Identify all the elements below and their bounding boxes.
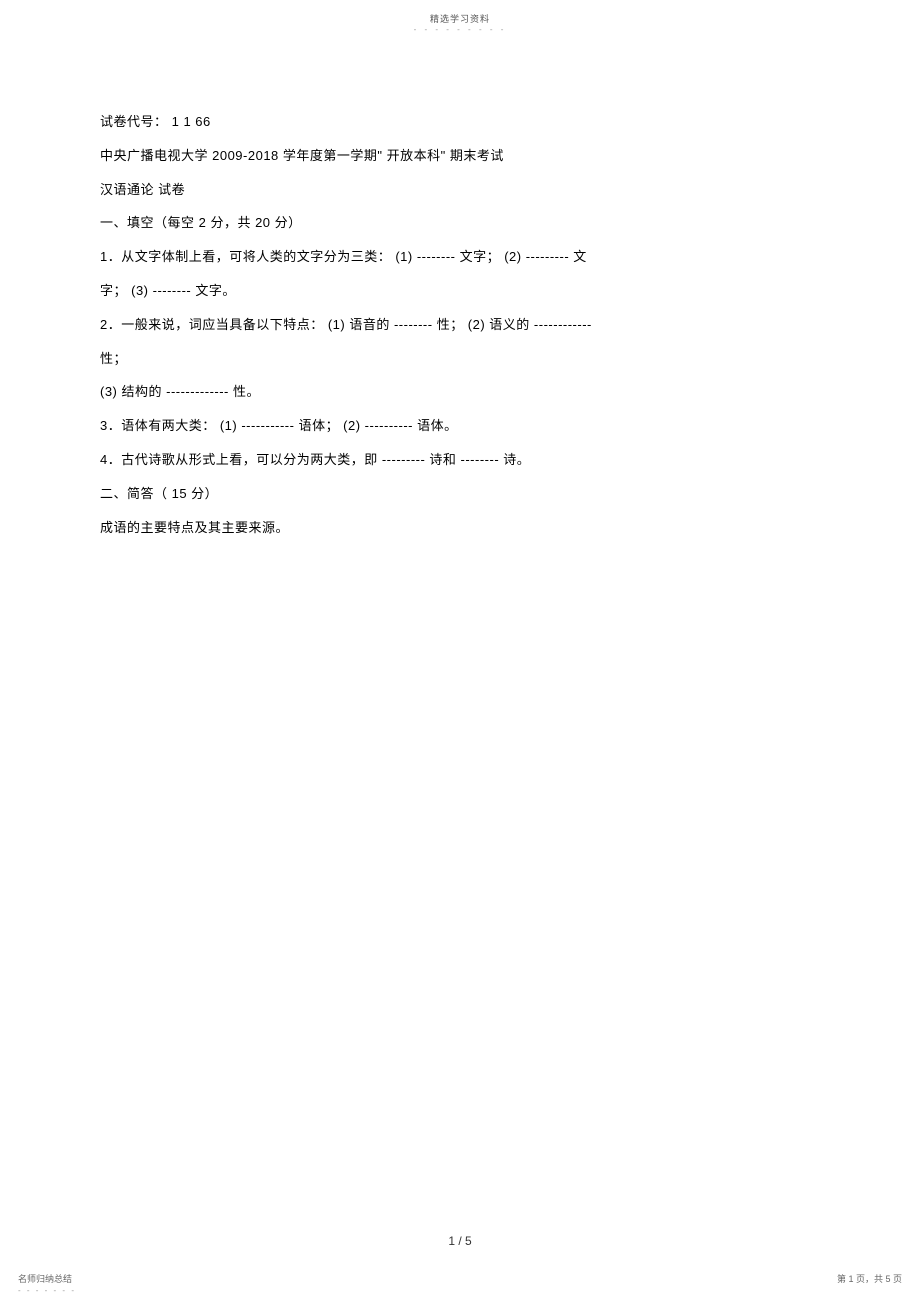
page-number: 1 / 5 [448,1234,471,1248]
line-8: (3) 结构的 ------------- 性。 [100,375,820,409]
line-11: 二、简答（ 15 分） [100,477,820,511]
line-9: 3．语体有两大类： (1) ----------- 语体； (2) ------… [100,409,820,443]
line-3: 一、填空（每空 2 分，共 20 分） [100,206,820,240]
line-6: 2．一般来说，词应当具备以下特点： (1) 语音的 -------- 性； (2… [100,308,820,342]
footer-right: 第 1 页，共 5 页 [837,1272,902,1285]
content-area: 试卷代号： 1 1 66 中央广播电视大学 2009-2018 学年度第一学期"… [100,105,820,544]
line-10: 4．古代诗歌从形式上看，可以分为两大类，即 --------- 诗和 -----… [100,443,820,477]
header-label: 精选学习资料 [430,12,490,25]
footer-left: 名师归纳总结 [18,1272,72,1285]
line-0: 试卷代号： 1 1 66 [100,105,820,139]
line-5: 字； (3) -------- 文字。 [100,274,820,308]
line-1: 中央广播电视大学 2009-2018 学年度第一学期" 开放本科" 期末考试 [100,139,820,173]
footer-left-dash: - - - - - - - [18,1286,76,1295]
line-2: 汉语通论 试卷 [100,173,820,207]
header-dashes: - - - - - - - - - [414,25,507,34]
line-12: 成语的主要特点及其主要来源。 [100,511,820,545]
line-7: 性； [100,342,820,376]
line-4: 1．从文字体制上看，可将人类的文字分为三类： (1) -------- 文字； … [100,240,820,274]
